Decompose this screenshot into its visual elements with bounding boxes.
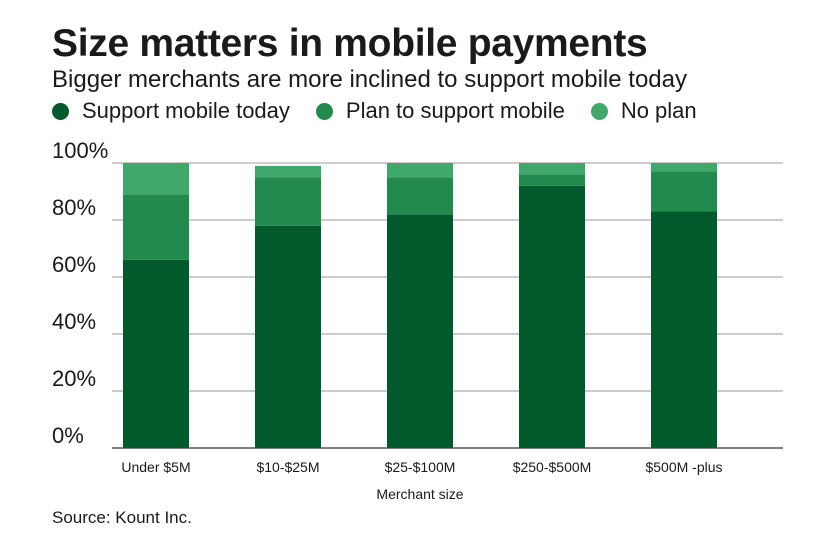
y-tick-label: 60% [52, 252, 96, 277]
legend: Support mobile today Plan to support mob… [52, 98, 723, 124]
bar-segment [651, 171, 717, 212]
legend-label-support-today: Support mobile today [82, 98, 290, 123]
bar-segment [519, 174, 585, 186]
bar-segment [651, 163, 717, 172]
legend-label-no-plan: No plan [620, 98, 697, 123]
x-axis-title: Merchant size [376, 486, 463, 502]
bars [123, 163, 717, 449]
y-tick-label: 100% [52, 138, 108, 163]
bar-segment [123, 259, 189, 448]
y-tick-label: 40% [52, 309, 96, 334]
x-tick-label: $250-$500M [513, 459, 592, 475]
bar-segment [519, 163, 585, 175]
x-tick-label: $25-$100M [385, 459, 456, 475]
chart-title: Size matters in mobile payments [52, 22, 648, 65]
y-tick-label: 20% [52, 366, 96, 391]
bar-segment [387, 163, 453, 178]
chart-subtitle: Bigger merchants are more inclined to su… [52, 66, 687, 93]
bar-segment [255, 177, 321, 226]
legend-swatch-support-today [52, 102, 69, 120]
bar-segment [255, 225, 321, 448]
legend-item-support-today: Support mobile today [52, 98, 290, 124]
legend-label-plan-to-support: Plan to support mobile [345, 98, 565, 123]
bar-segment [255, 165, 321, 178]
bar-segment [123, 163, 189, 195]
source-note: Source: Kount Inc. [52, 508, 192, 527]
bar-segment [387, 214, 453, 448]
bar-segment [387, 177, 453, 215]
y-tick-label: 80% [52, 195, 96, 220]
x-tick-label: $10-$25M [256, 459, 319, 475]
x-tick-labels: Under $5M $10-$25M $25-$100M $250-$500M $500… [121, 459, 722, 475]
bar-segment [519, 185, 585, 449]
y-tick-label: 0% [52, 423, 84, 448]
bar-segment [123, 194, 189, 260]
y-tick-labels: 0% 20% 40% 60% 80% 100% [52, 138, 108, 448]
legend-swatch-plan-to-support [315, 102, 333, 120]
legend-swatch-no-plan [590, 102, 608, 120]
x-tick-label: Under $5M [121, 459, 190, 475]
legend-item-plan-to-support: Plan to support mobile [315, 98, 565, 124]
legend-item-no-plan: No plan [590, 98, 697, 124]
x-tick-label: $500M -plus [645, 459, 722, 475]
bar-segment [651, 211, 717, 448]
